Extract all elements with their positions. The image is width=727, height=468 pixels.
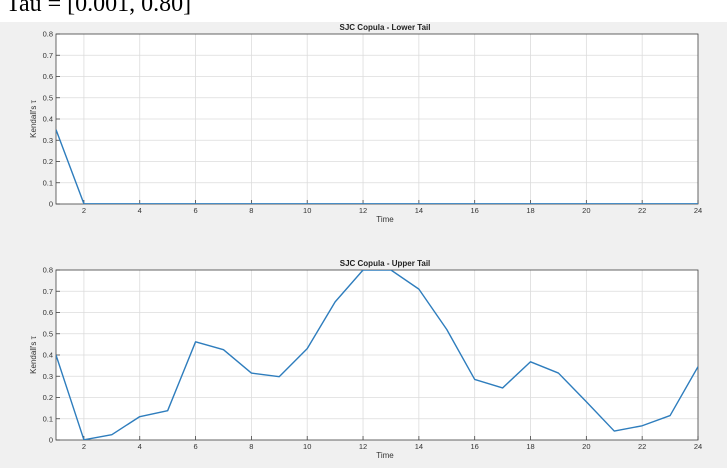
x-tick-label: 10 [303,206,311,215]
y-tick-label: 0.8 [43,30,53,39]
x-tick-label: 18 [526,442,534,451]
y-tick-label: 0.1 [43,414,53,423]
y-tick-label: 0.3 [43,372,53,381]
y-tick-label: 0 [49,200,53,209]
y-tick-label: 0.6 [43,72,53,81]
x-tick-label: 24 [694,206,702,215]
x-tick-label: 12 [359,206,367,215]
header-fragment: Tau = [0.001, 0.80] [0,0,727,22]
x-tick-label: 4 [138,442,142,451]
y-tick-label: 0.4 [43,351,53,360]
x-tick-label: 8 [249,206,253,215]
series-line [56,129,698,204]
x-tick-label: 2 [82,442,86,451]
y-tick-label: 0.5 [43,329,53,338]
y-tick-label: 0.2 [43,393,53,402]
x-tick-label: 22 [638,442,646,451]
x-tick-label: 10 [303,442,311,451]
x-tick-label: 8 [249,442,253,451]
header-fragment-text: Tau = [0.001, 0.80] [6,0,192,17]
y-axis-label: Kendall's τ [29,335,38,373]
y-tick-label: 0.5 [43,93,53,102]
y-tick-label: 0.1 [43,178,53,187]
x-tick-label: 20 [582,206,590,215]
x-tick-label: 22 [638,206,646,215]
y-axis-label: Kendall's τ [29,99,38,137]
chart-1: 2 4 6 8 10 12 14 16 18 20 22 2400.10.20.30.40.50.60… [29,23,702,224]
y-tick-label: 0.2 [43,157,53,166]
y-tick-label: 0.8 [43,266,53,275]
x-tick-label: 6 [193,206,197,215]
y-tick-label: 0.3 [43,136,53,145]
x-tick-label: 18 [526,206,534,215]
x-tick-label: 20 [582,442,590,451]
chart-2: 2 4 6 8 10 12 14 16 18 20 22 2400.10.20.30.40.50.60… [29,259,702,460]
x-tick-label: 6 [193,442,197,451]
x-tick-label: 4 [138,206,142,215]
x-tick-label: 12 [359,442,367,451]
x-axis-label: Time [376,215,394,224]
x-tick-label: 24 [694,442,702,451]
y-tick-label: 0.4 [43,115,53,124]
y-tick-label: 0 [49,436,53,445]
y-tick-label: 0.6 [43,308,53,317]
chart-title: SJC Copula - Upper Tail [340,259,431,268]
x-tick-label: 14 [415,442,423,451]
x-tick-label: 14 [415,206,423,215]
x-axis-label: Time [376,451,394,460]
chart-title: SJC Copula - Lower Tail [340,23,431,32]
y-tick-label: 0.7 [43,51,53,60]
x-tick-label: 16 [471,442,479,451]
x-tick-label: 16 [471,206,479,215]
series-line [56,270,698,440]
x-tick-label: 2 [82,206,86,215]
y-tick-label: 0.7 [43,287,53,296]
